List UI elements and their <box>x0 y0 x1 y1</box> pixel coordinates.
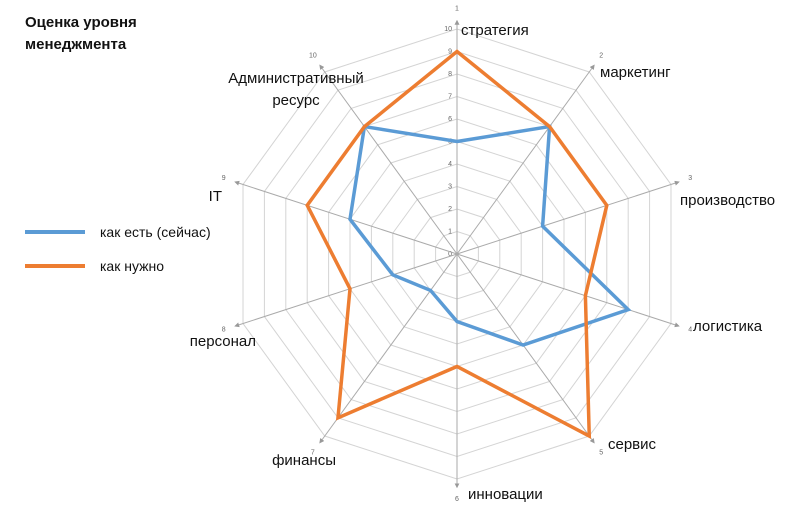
axis-number: 8 <box>222 327 226 334</box>
axis-number: 10 <box>309 52 317 59</box>
category-label: персонал <box>189 333 256 350</box>
axis-line <box>456 180 680 255</box>
category-label: сервис <box>608 436 657 453</box>
chart-title: Оценка уровня менеджмента <box>25 14 137 53</box>
category-label: IT <box>208 188 222 205</box>
r-tick-label: 1 <box>448 228 452 235</box>
axis-line <box>234 180 458 255</box>
legend-label: как нужно <box>100 258 165 274</box>
r-tick-label: 0 <box>448 251 452 258</box>
axis-number: 7 <box>311 449 315 456</box>
axis-line <box>234 253 458 328</box>
axis-line <box>456 253 680 328</box>
axis-number: 1 <box>455 6 459 13</box>
series-line <box>305 49 609 439</box>
axis-number: 9 <box>222 175 226 182</box>
axis-number: 2 <box>599 52 603 59</box>
category-label: Административный ресурс <box>228 70 364 109</box>
r-tick-label: 8 <box>448 71 452 78</box>
series-line <box>348 124 632 347</box>
category-label: производство <box>680 192 776 209</box>
axis-line <box>319 64 458 255</box>
category-label: стратегия <box>461 22 529 39</box>
axis-line <box>319 253 458 444</box>
category-label: логистика <box>693 318 763 335</box>
axis-line <box>456 253 595 444</box>
axis-number: 4 <box>688 327 692 334</box>
legend-label: как есть (сейчас) <box>100 224 211 240</box>
r-tick-label: 4 <box>448 161 452 168</box>
category-label: финансы <box>272 452 336 469</box>
r-tick-label: 3 <box>448 183 452 190</box>
r-tick-label: 7 <box>448 93 452 100</box>
category-label: инновации <box>468 486 543 503</box>
r-tick-label: 9 <box>448 48 452 55</box>
r-tick-label: 6 <box>448 116 452 123</box>
category-label: маркетинг <box>600 64 671 81</box>
axis-number: 6 <box>455 496 459 503</box>
axis-number: 3 <box>688 175 692 182</box>
axis-line <box>456 64 595 255</box>
r-tick-label: 2 <box>448 206 452 213</box>
r-tick-label: 10 <box>444 26 452 33</box>
axis-number: 5 <box>599 449 603 456</box>
